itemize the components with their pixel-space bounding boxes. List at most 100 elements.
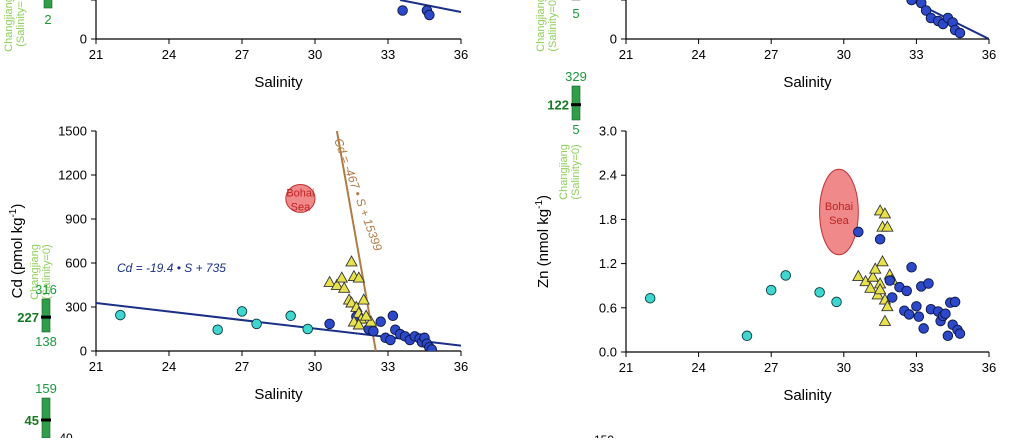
x-axis-title: Salinity	[254, 386, 303, 403]
y-tick-label: 300	[65, 300, 87, 315]
x-tick-label: 36	[982, 360, 996, 375]
next-panel-partial-tick: 159	[594, 433, 614, 438]
fit-equation-label: Cd = -19.4 • S + 735	[117, 261, 226, 275]
x-tick-label: 36	[982, 47, 996, 62]
bohai-sea-label: Sea	[829, 215, 849, 227]
triangle-data-point	[873, 282, 887, 295]
salinity-zero-label: (Salinity=0)	[547, 0, 559, 52]
mixing-equation-label: Cd = -467 • S + 15399	[331, 136, 385, 253]
next-changjiang-bar	[41, 397, 51, 439]
salinity-zero-label: (Salinity=0)	[570, 144, 582, 199]
next-changjiang-mid-value: 45	[25, 413, 39, 428]
x-tick-label: 24	[162, 359, 176, 374]
plot-area: Bohai Sea	[644, 168, 966, 342]
triangle-data-point	[352, 271, 366, 283]
triangle-data-point	[878, 207, 892, 219]
x-tick-label: 27	[235, 47, 249, 62]
triangle-data-point	[323, 275, 336, 287]
triangle-data-point	[364, 315, 378, 327]
changjiang-label: Changjiang	[535, 0, 547, 52]
triangle-data-point	[359, 309, 373, 321]
y-axis-title: Zn (nmol kg-1)	[534, 195, 552, 288]
changjiang-bar	[43, 0, 53, 9]
y-tick-label: 0	[610, 32, 617, 47]
river-data-point	[780, 270, 791, 281]
ocean-data-point	[906, 0, 917, 6]
x-tick-label: 30	[308, 47, 322, 62]
zn-changjiang-bottom-value: 5	[572, 122, 579, 137]
y-tick-label: 1500	[58, 124, 87, 139]
plot-area	[906, 0, 989, 39]
y-tick-label: 1.2	[599, 256, 617, 271]
ocean-data-point	[911, 301, 922, 312]
ocean-data-point	[324, 318, 335, 330]
y-tick-label: 0.6	[599, 300, 617, 315]
cd-changjiang-bottom-value: 138	[35, 334, 57, 349]
changjiang-bar-value: 5	[572, 6, 579, 21]
bohai-sea-label: Sea	[291, 201, 311, 213]
fit-line	[399, 0, 461, 13]
zn-changjiang-bar	[571, 85, 581, 121]
y-tick-label: 0.0	[599, 345, 617, 360]
triangle-data-point	[878, 314, 892, 326]
ocean-data-point	[906, 262, 917, 273]
ocean-data-point	[368, 325, 379, 337]
ocean-data-point	[426, 344, 438, 351]
x-tick-label: 33	[381, 359, 395, 374]
cd-changjiang-bar	[41, 298, 51, 333]
changjiang-bar-value: 2	[44, 12, 51, 27]
ocean-data-point	[901, 285, 912, 297]
next-changjiang-top-value: 159	[35, 381, 57, 396]
ocean-data-point	[884, 275, 896, 286]
x-tick-label: 27	[764, 360, 778, 375]
x-tick-label: 21	[89, 47, 103, 62]
x-axis-title: Salinity	[254, 74, 303, 91]
x-axis-title: Salinity	[783, 74, 832, 91]
river-data-point	[115, 309, 126, 321]
x-tick-label: 27	[764, 47, 778, 62]
triangle-data-point	[881, 299, 894, 312]
x-tick-label: 33	[909, 360, 923, 375]
triangle-data-point	[330, 278, 344, 290]
y-tick-label: 1200	[58, 168, 87, 183]
changjiang-label: Changjiang	[29, 244, 41, 300]
ocean-data-point	[424, 9, 435, 21]
ocean-data-point	[915, 0, 927, 9]
ocean-data-point	[949, 296, 961, 308]
river-data-point	[302, 323, 313, 335]
y-tick-label: 900	[65, 212, 87, 227]
ocean-data-point	[903, 309, 915, 320]
ocean-data-point	[920, 5, 932, 16]
x-axis-title: Salinity	[783, 387, 832, 404]
bohai-sea-label: Bohai	[825, 201, 853, 213]
triangle-data-point	[864, 281, 877, 293]
river-data-point	[831, 296, 842, 308]
ocean-data-point	[942, 330, 954, 342]
zn-changjiang-top-value: 329	[565, 69, 587, 84]
plot-area: Bohai Sea	[96, 131, 461, 351]
triangle-data-point	[868, 262, 882, 274]
triangle-data-point	[876, 254, 889, 267]
x-tick-label: 36	[454, 359, 468, 374]
ocean-data-point	[375, 316, 386, 327]
ocean-data-point	[954, 27, 966, 39]
ocean-data-point	[387, 310, 399, 322]
ocean-data-point	[886, 292, 898, 303]
bohai-sea-label: Bohai	[286, 187, 314, 199]
triangle-data-point	[866, 270, 880, 282]
y-tick-label: 600	[65, 256, 87, 271]
x-tick-label: 27	[235, 359, 249, 374]
ocean-data-point	[385, 334, 396, 346]
y-axis-title: Cd (pmol kg-1)	[8, 204, 26, 299]
x-tick-label: 36	[454, 47, 468, 62]
y-tick-label: 1.8	[599, 212, 617, 227]
x-tick-label: 30	[837, 47, 851, 62]
x-tick-label: 30	[308, 359, 322, 374]
river-data-point	[644, 292, 656, 304]
plot-area	[397, 0, 461, 21]
changjiang-label: Changjiang	[558, 144, 570, 200]
zn-changjiang-mid-value: 122	[547, 98, 569, 113]
y-tick-label: 3.0	[599, 124, 617, 139]
